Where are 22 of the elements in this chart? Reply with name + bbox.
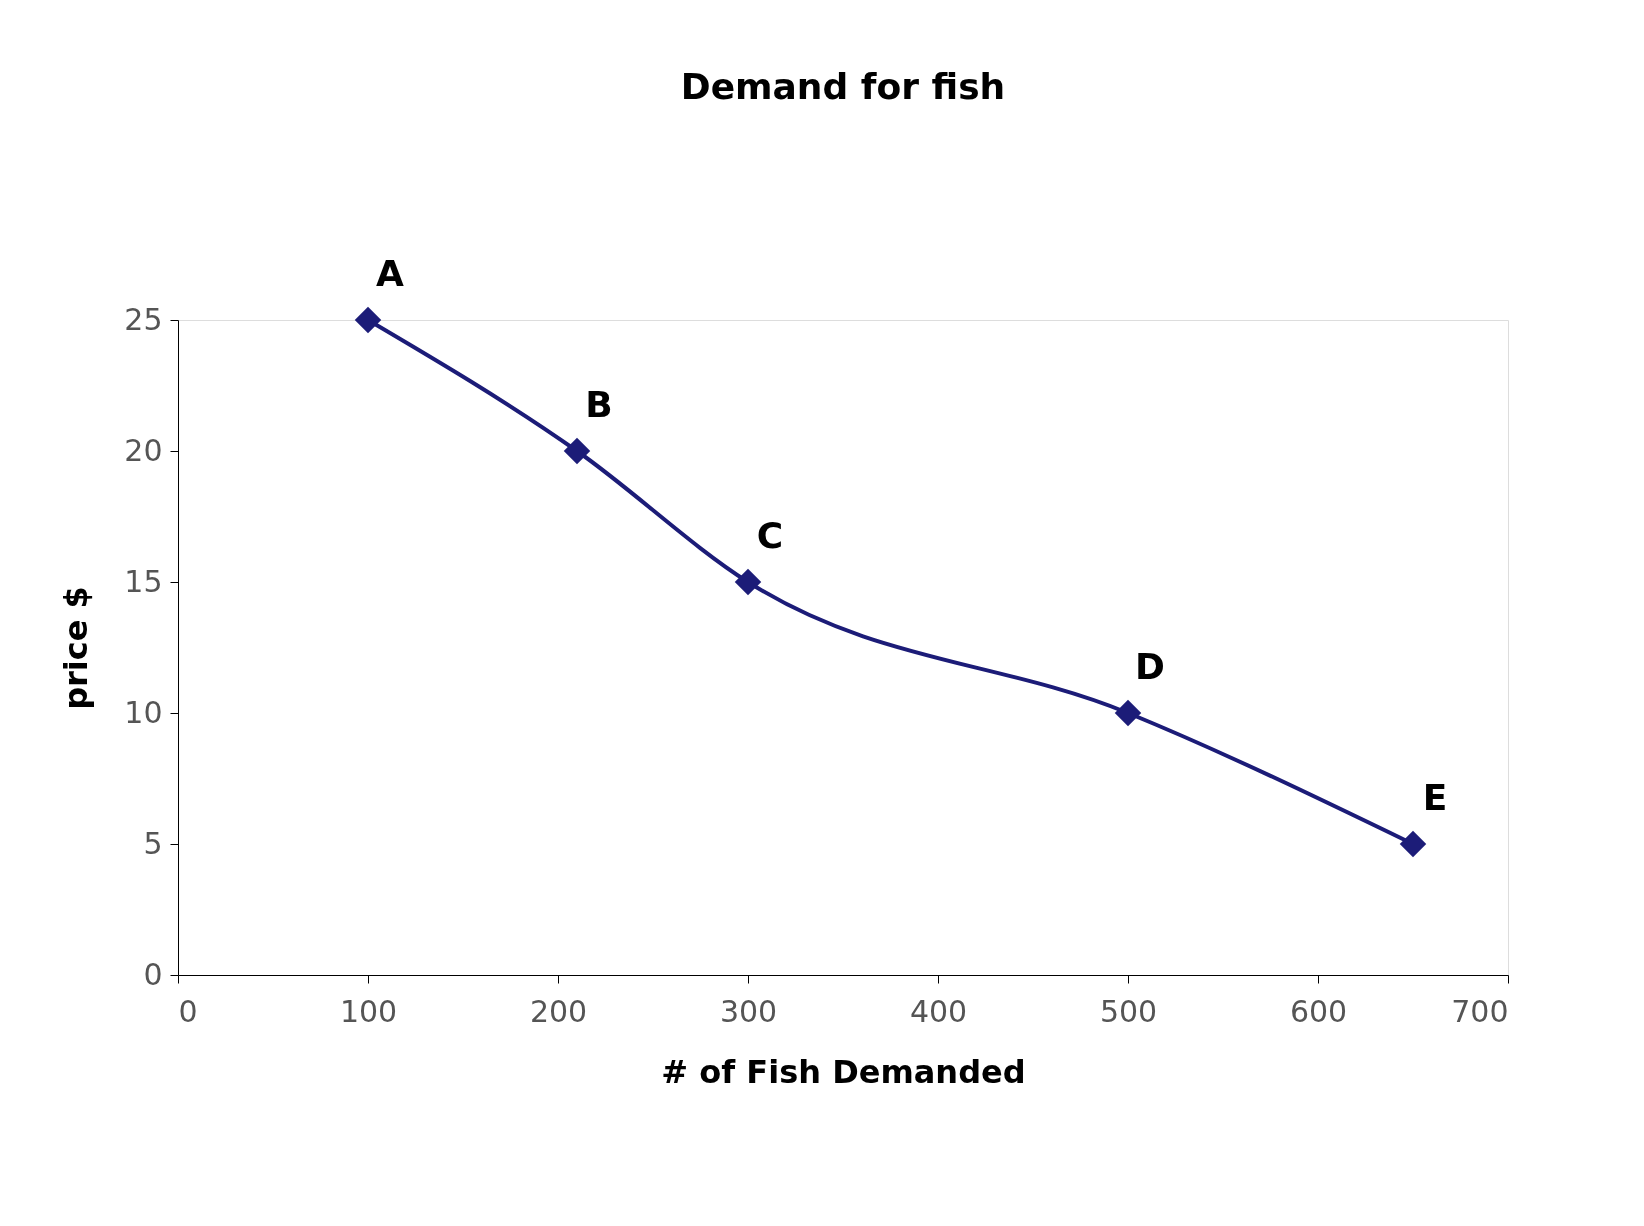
annotation: C [756,515,784,556]
y-tick-label: 25 [124,301,163,337]
annotation: E [1422,777,1448,818]
x-tick-label: 400 [909,993,968,1029]
x-axis-title: # of Fish Demanded [661,1052,1026,1091]
x-tick-label: 200 [529,993,588,1029]
chart-title: Demand for fish [680,66,1006,107]
x-tick-label: 100 [339,993,398,1029]
y-axis-title: price $ [57,586,96,710]
y-tick-label: 15 [124,563,163,599]
annotation: B [585,384,613,425]
x-tick-label: 700 [1451,993,1509,1029]
x-tick-label: 0 [178,993,198,1029]
x-tick-label: 600 [1289,993,1348,1029]
annotation: A [376,253,405,294]
y-tick-label: 0 [143,956,163,992]
y-tick-label: 5 [143,825,163,861]
y-tick-label: 10 [124,694,163,730]
x-tick-label: 300 [719,993,778,1029]
x-tick-label: 500 [1099,993,1158,1029]
annotation: D [1135,646,1165,687]
y-tick-label: 20 [124,432,163,468]
